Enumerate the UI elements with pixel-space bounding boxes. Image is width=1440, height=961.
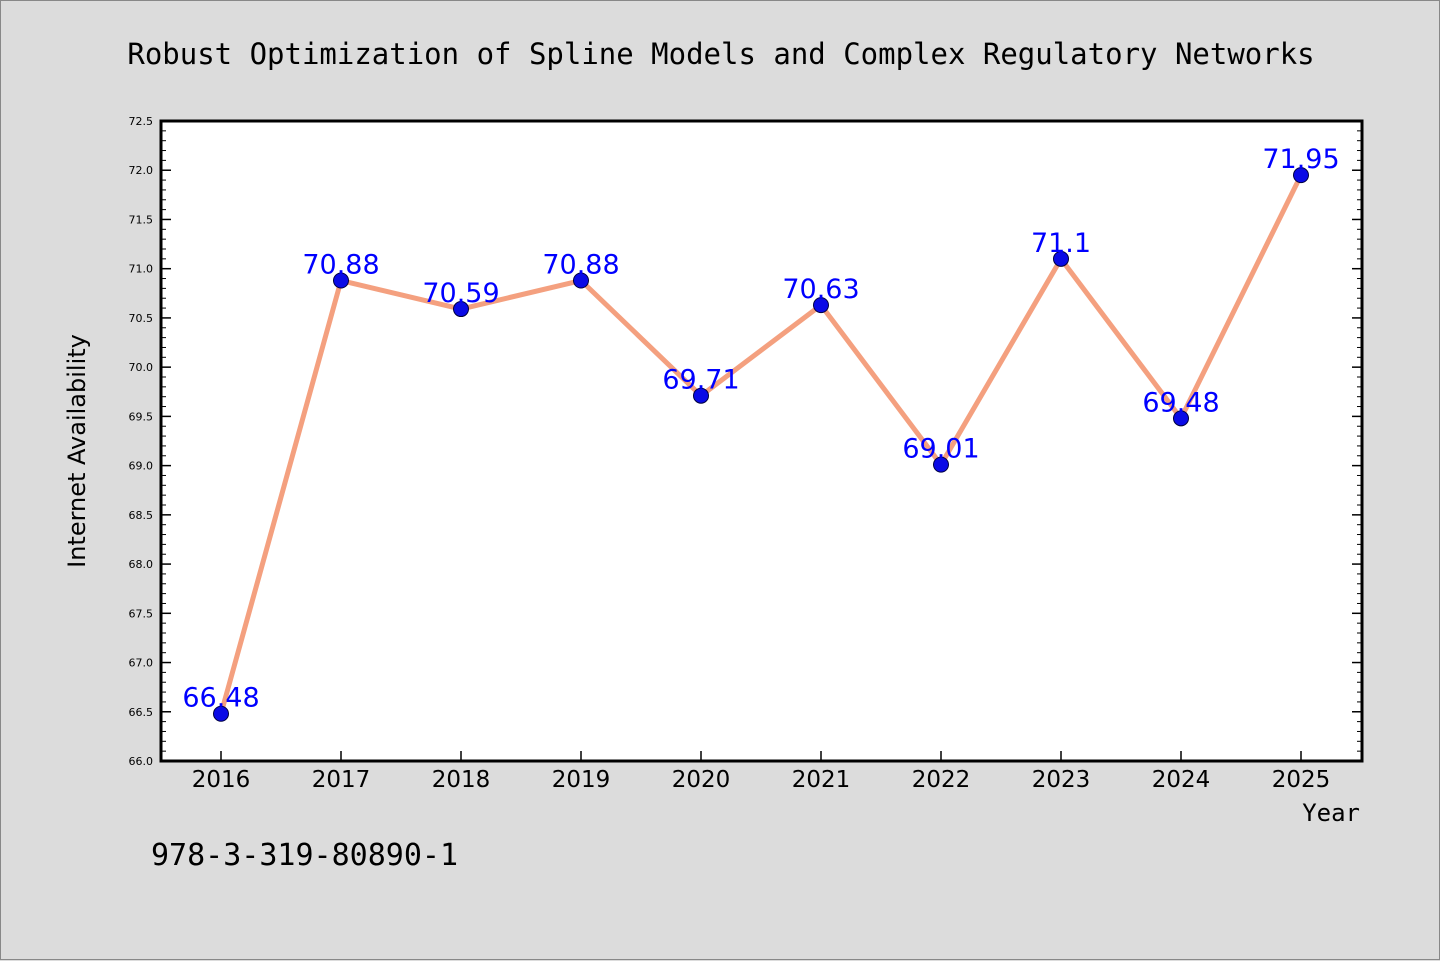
- x-tick-label: 2023: [1032, 767, 1091, 793]
- data-label: 70.63: [782, 274, 859, 305]
- data-point: [1053, 250, 1069, 267]
- series-group: 66.48 70.88 70.59 70.88 69.71 70.63 69.01 71.1 6…: [182, 144, 1340, 722]
- data-point: [333, 272, 349, 289]
- data-label: 69.71: [662, 365, 739, 396]
- x-tick-label: 2021: [792, 767, 851, 793]
- isbn-annotation: 978-3-319-80890-1: [151, 838, 458, 873]
- y-tick-label: 67.0: [129, 657, 154, 670]
- y-tick-label: 68.5: [129, 509, 154, 522]
- y-tick-label: 70.0: [129, 361, 154, 374]
- y-tick-label: 66.5: [129, 706, 154, 719]
- data-label: 70.88: [302, 250, 379, 281]
- y-tick-label: 67.5: [129, 607, 154, 620]
- data-label: 71.1: [1031, 228, 1091, 259]
- data-label: 70.59: [422, 278, 499, 309]
- data-point: [813, 297, 829, 314]
- data-label: 66.48: [182, 683, 259, 714]
- y-axis-label: Internet Availability: [63, 334, 91, 568]
- x-tick-label: 2024: [1152, 767, 1211, 793]
- data-point: [573, 272, 589, 289]
- data-point: [693, 387, 709, 404]
- x-tick-label: 2020: [672, 767, 731, 793]
- x-tick-label: 2016: [192, 767, 251, 793]
- data-point: [213, 705, 229, 722]
- y-tick-label: 71.0: [129, 263, 154, 276]
- chart-title: Robust Optimization of Spline Models and…: [127, 37, 1314, 71]
- x-tick-label: 2019: [552, 767, 611, 793]
- y-tick-label: 72.5: [129, 115, 154, 128]
- series-line: [218, 172, 1304, 717]
- data-label: 70.88: [542, 250, 619, 281]
- y-tick-label: 71.5: [129, 213, 154, 226]
- data-point: [933, 456, 949, 473]
- y-tick-label: 69.0: [129, 460, 154, 473]
- data-point: [1293, 167, 1309, 184]
- x-axis-label: Year: [1302, 799, 1360, 827]
- data-label: 69.48: [1142, 387, 1219, 418]
- y-tick-label: 72.0: [129, 164, 154, 177]
- y-tick-label: 68.0: [129, 558, 154, 571]
- y-tick-label: 66.0: [129, 755, 154, 768]
- x-tick-label: 2018: [432, 767, 491, 793]
- x-axis: 2016 2017 2018 2019 2020 2021 2022 2023 2024 2025: [192, 751, 1331, 793]
- data-label: 71.95: [1262, 144, 1339, 175]
- data-point: [453, 301, 469, 318]
- data-point: [1173, 410, 1189, 427]
- y-tick-label: 70.5: [129, 312, 154, 325]
- plot-area: [159, 119, 1364, 763]
- data-label: 69.01: [902, 434, 979, 465]
- y-axis: 66.0 66.5 67.0 67.5 68.0 68.5 69.0 69.5 70.0 70.5…: [129, 115, 1362, 768]
- y-tick-label: 69.5: [129, 410, 154, 423]
- x-tick-label: 2017: [312, 767, 371, 793]
- x-tick-label: 2022: [912, 767, 971, 793]
- x-tick-label: 2025: [1272, 767, 1331, 793]
